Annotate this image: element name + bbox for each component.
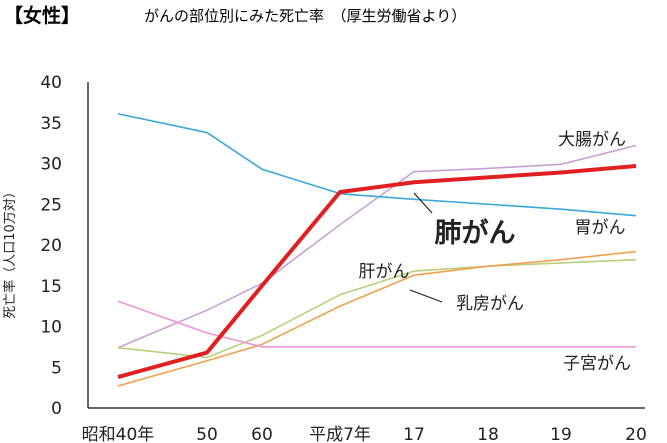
x-tick-label: 50 — [196, 425, 218, 443]
y-tick-label: 15 — [40, 277, 62, 297]
series-line — [117, 113, 637, 217]
x-tick-label: 昭和40年 — [82, 425, 155, 443]
y-tick-label: 20 — [40, 236, 62, 256]
y-tick-label: 25 — [40, 195, 62, 215]
y-tick-label: 5 — [51, 358, 62, 378]
series-lines — [117, 113, 637, 387]
leader-line — [413, 192, 433, 214]
y-tick-label: 10 — [40, 318, 62, 338]
series-label: 胃がん — [575, 218, 626, 238]
series-label: 肝がん — [359, 262, 410, 282]
series-label: 大腸がん — [558, 130, 626, 150]
series-label: 肺がん — [435, 217, 516, 249]
x-tick-label: 17 — [403, 425, 425, 443]
x-tick-label: 平成7年 — [309, 425, 371, 443]
series-line — [117, 163, 637, 379]
y-axis-label: 死亡率（人口10万対） — [2, 185, 18, 319]
x-tick-label: 19 — [550, 425, 572, 443]
x-tick-labels: 昭和40年 50 60 平成7年 17 18 19 20 — [82, 425, 647, 443]
y-tick-label: 0 — [51, 399, 62, 419]
x-tick-label: 60 — [251, 425, 273, 443]
y-tick-label: 35 — [40, 114, 62, 134]
axes — [87, 82, 645, 409]
y-tick-labels: 0 5 10 15 20 25 30 35 40 — [40, 73, 62, 419]
series-line — [117, 258, 637, 359]
chart-title-bracket: 【女性】 — [4, 4, 80, 27]
y-tick-label: 30 — [40, 155, 62, 175]
leader-line — [409, 289, 443, 303]
x-tick-label: 18 — [477, 425, 499, 443]
y-tick-label: 40 — [40, 73, 62, 93]
series-line — [117, 300, 636, 348]
series-label: 子宮がん — [563, 354, 631, 374]
series-line — [117, 144, 637, 349]
x-tick-label: 20 — [625, 425, 647, 443]
series-line — [117, 250, 637, 387]
chart-title: がんの部位別にみた死亡率 （厚生労働省より） — [144, 7, 466, 25]
series-label: 乳房がん — [456, 294, 524, 314]
